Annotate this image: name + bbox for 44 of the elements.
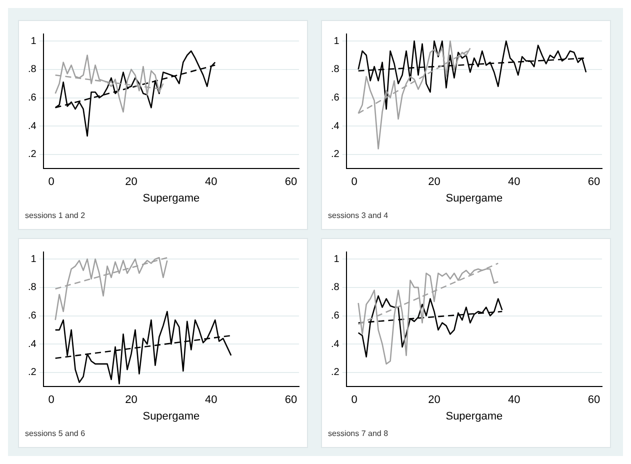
y-tick-label: .8: [330, 282, 340, 294]
y-tick-label: .8: [28, 282, 37, 294]
x-tick-label: 0: [48, 394, 54, 406]
y-tick-label: 1: [334, 36, 340, 47]
x-tick-label: 0: [351, 176, 358, 188]
x-tick-label: 60: [588, 394, 600, 406]
text: sessions 3 and 4: [328, 211, 390, 220]
y-tick-label: .6: [28, 92, 37, 104]
y-tick-label: .6: [28, 310, 37, 322]
x-tick-label: 60: [588, 176, 600, 188]
y-tick-label: .2: [330, 149, 340, 160]
y-tick-label: .8: [28, 64, 37, 76]
y-tick-label: .4: [330, 338, 340, 350]
x-tick-label: 0: [351, 394, 358, 406]
y-tick-label: 1: [30, 36, 37, 47]
text: sessions 1 and 2: [25, 211, 86, 220]
y-tick-label: 1: [30, 254, 37, 265]
x-axis-title: Supergame: [142, 192, 200, 204]
y-tick-label: .4: [28, 120, 37, 132]
x-tick-label: 20: [125, 394, 138, 406]
text: sessions 5 and 6: [25, 429, 86, 438]
y-tick-label: .2: [28, 367, 37, 378]
x-tick-label: 40: [508, 176, 520, 188]
y-tick-label: 1: [334, 254, 340, 265]
x-tick-label: 20: [428, 176, 440, 188]
x-tick-label: 20: [428, 394, 440, 406]
x-axis-title: Supergame: [446, 410, 503, 422]
x-tick-label: 0: [48, 176, 54, 188]
y-tick-label: .8: [330, 64, 340, 76]
x-tick-label: 60: [284, 394, 298, 406]
y-tick-label: .4: [330, 120, 340, 132]
x-tick-label: 40: [204, 394, 218, 406]
y-tick-label: .6: [330, 310, 340, 322]
y-tick-label: .2: [330, 367, 340, 378]
y-tick-label: .4: [28, 338, 37, 350]
x-tick-label: 60: [284, 176, 298, 188]
x-tick-label: 40: [204, 176, 218, 188]
x-axis-title: Supergame: [142, 410, 200, 422]
y-tick-label: .2: [28, 149, 37, 160]
x-tick-label: 40: [508, 394, 520, 406]
x-axis-title: Supergame: [446, 192, 503, 204]
text: sessions 7 and 8: [328, 429, 390, 438]
y-tick-label: .6: [330, 92, 340, 104]
x-tick-label: 20: [125, 176, 138, 188]
